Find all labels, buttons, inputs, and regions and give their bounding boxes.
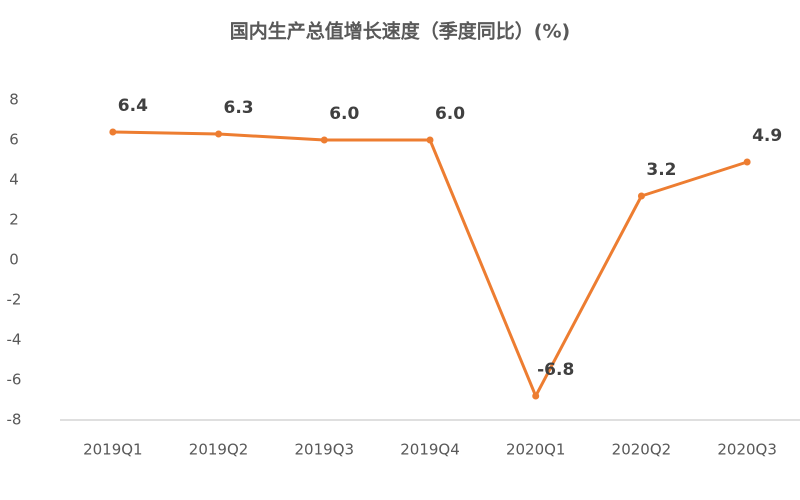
point [215,130,223,138]
data-label: 6.0 [329,104,359,124]
data-label: 6.0 [435,104,465,124]
point [320,136,328,144]
y-tick-label: -8 [7,411,22,429]
x-tick-label: 2020Q2 [612,441,672,459]
y-tick-label: -6 [7,371,22,389]
x-tick-label: 2019Q4 [400,441,460,459]
data-label: -6.8 [537,360,574,380]
y-tick-label: -4 [7,331,22,349]
point [743,158,751,166]
y-tick-label: 8 [9,91,19,109]
data-label: 6.3 [224,98,254,118]
point [637,192,645,200]
x-tick-label: 2020Q1 [506,441,566,459]
y-tick-label: 6 [9,131,19,149]
data-label: 6.4 [118,96,148,116]
x-tick-label: 2019Q2 [189,441,249,459]
x-tick-label: 2019Q3 [295,441,355,459]
x-tick-label: 2019Q1 [83,441,143,459]
data-label: 3.2 [646,160,676,180]
y-tick-label: 2 [9,211,19,229]
data-label: 4.9 [752,126,782,146]
y-tick-label: 0 [9,251,19,269]
y-tick-label: 4 [9,171,19,189]
point [426,136,434,144]
y-tick-label: -2 [7,291,22,309]
point [109,128,117,136]
point [532,392,540,400]
chart-title: 国内生产总值增长速度（季度同比）(%) [230,20,570,43]
x-tick-label: 2020Q3 [717,441,777,459]
